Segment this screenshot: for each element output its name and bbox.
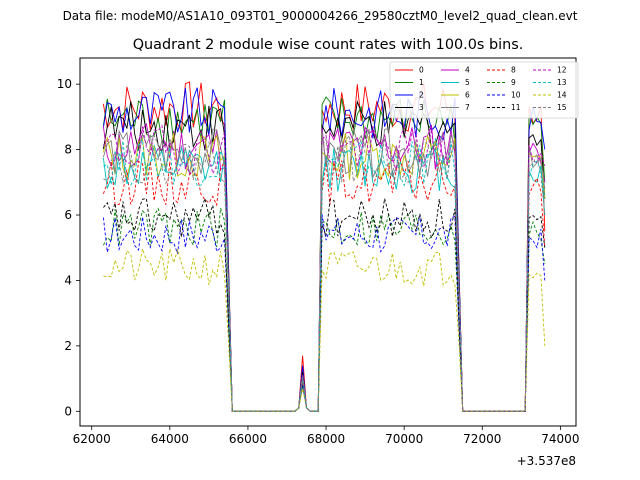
- legend-label-10: 10: [511, 91, 521, 100]
- legend-label-9: 9: [511, 78, 516, 87]
- x-tick-label: 64000: [151, 432, 189, 446]
- x-tick-label: 62000: [73, 432, 111, 446]
- x-axis: 62000 64000 66000 68000 70000 72000 74000: [73, 426, 579, 446]
- x-tick-label: 68000: [307, 432, 345, 446]
- series-layer: [102, 81, 546, 412]
- x-tick-label: 70000: [385, 432, 423, 446]
- y-tick-label: 2: [64, 339, 72, 353]
- series-line-10: [102, 214, 546, 412]
- legend-label-13: 13: [557, 78, 567, 87]
- series-line-0: [102, 81, 546, 412]
- series-line-14: [103, 247, 546, 412]
- legend-label-6: 6: [465, 91, 470, 100]
- y-tick-label: 0: [64, 404, 72, 418]
- legend-label-14: 14: [557, 91, 567, 100]
- legend-box: [389, 61, 579, 119]
- x-tick-label: 74000: [541, 432, 579, 446]
- x-tick-label: 66000: [229, 432, 267, 446]
- legend-label-11: 11: [511, 103, 521, 112]
- legend-label-12: 12: [557, 66, 567, 75]
- series-line-15: [103, 134, 546, 412]
- y-axis: 0 2 4 6 8 10: [57, 77, 80, 418]
- series-line-9: [102, 207, 546, 412]
- series-line-8: [102, 158, 546, 412]
- y-tick-label: 6: [64, 208, 72, 222]
- chart-title: Quadrant 2 module wise count rates with …: [133, 37, 524, 53]
- legend-label-8: 8: [511, 66, 516, 75]
- legend-label-7: 7: [465, 103, 470, 112]
- y-tick-label: 10: [57, 77, 72, 91]
- legend-label-15: 15: [557, 103, 567, 112]
- series-line-5: [102, 144, 546, 412]
- legend-label-2: 2: [419, 91, 424, 100]
- series-line-11: [103, 196, 546, 412]
- x-tick-label: 72000: [463, 432, 501, 446]
- y-tick-label: 4: [64, 273, 72, 287]
- y-tick-label: 8: [64, 143, 72, 157]
- legend-label-3: 3: [419, 103, 424, 112]
- figure-suptitle: Data file: modeM0/AS1A10_093T01_90000042…: [63, 9, 578, 23]
- legend-label-1: 1: [419, 78, 424, 87]
- legend-label-0: 0: [419, 66, 424, 75]
- legend-label-4: 4: [465, 66, 470, 75]
- legend-label-5: 5: [465, 78, 470, 87]
- x-offset-label: +3.537e8: [517, 454, 576, 468]
- plot-frame: [79, 57, 577, 427]
